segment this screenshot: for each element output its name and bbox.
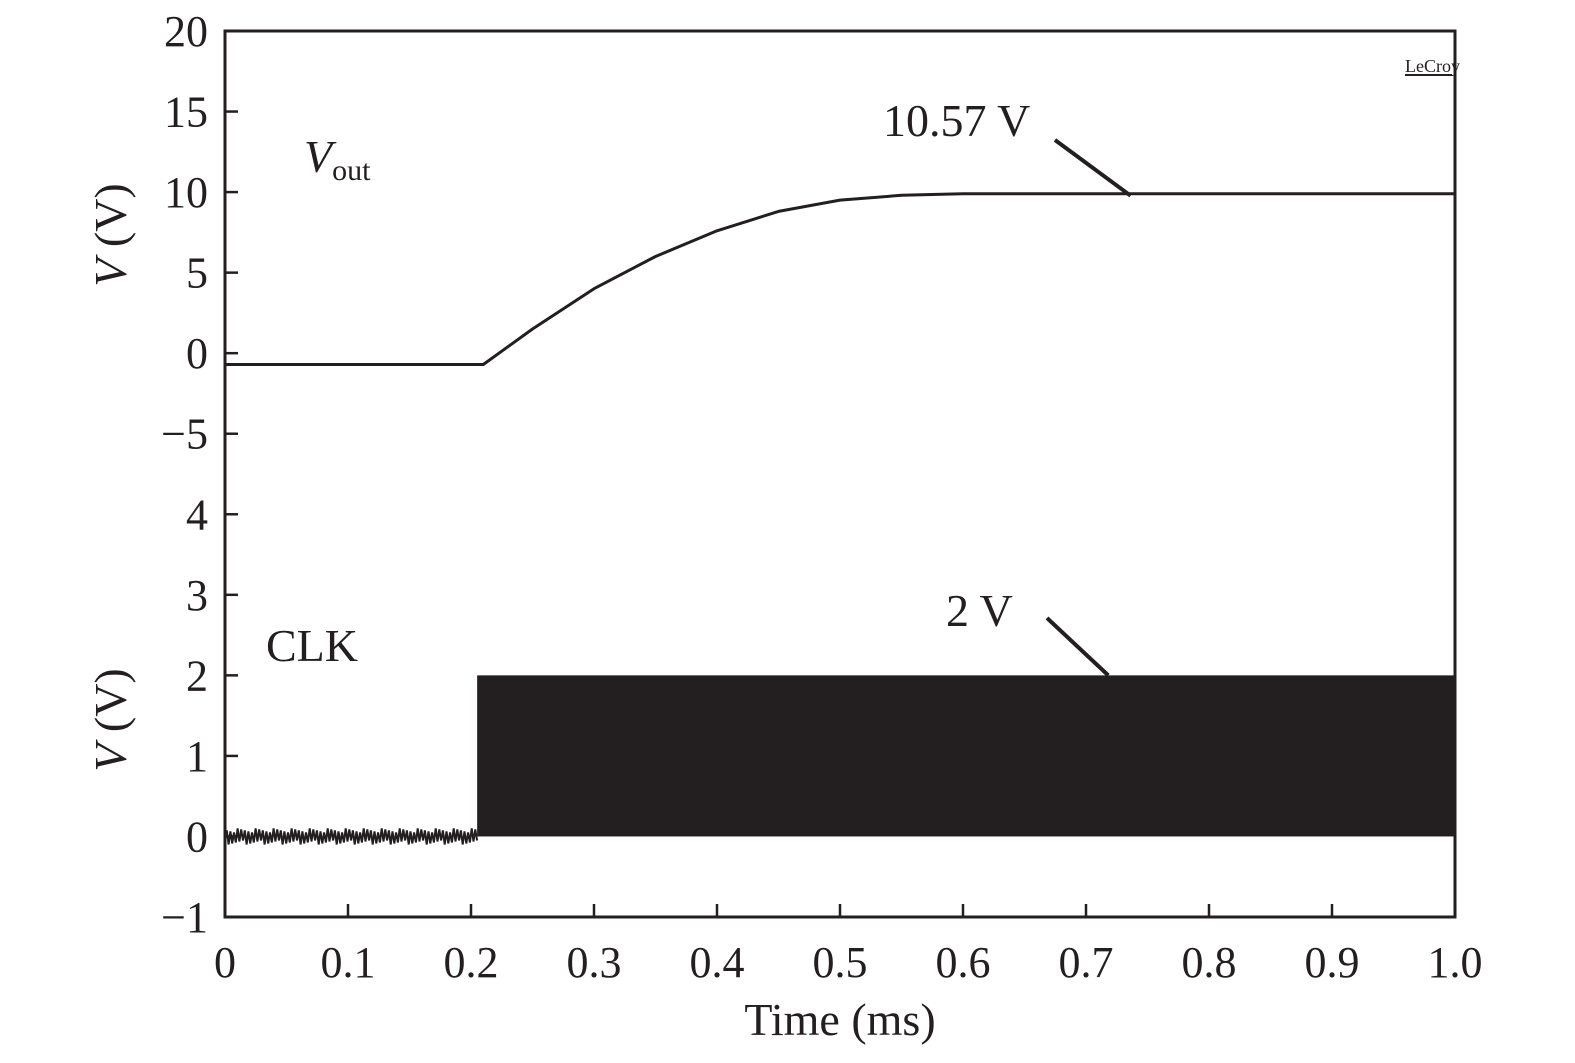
clk-noise-trace <box>224 828 479 845</box>
clk-series-label: CLK <box>266 620 358 671</box>
y-tick-label-vout: 0 <box>186 329 208 378</box>
vout-trace <box>225 192 1455 366</box>
x-tick-label: 0.4 <box>690 938 745 987</box>
lecroy-watermark: LeCroy <box>1405 56 1460 76</box>
clk-annotation-label: 2 V <box>946 585 1013 636</box>
y-tick-label-vout: 10 <box>164 168 208 217</box>
x-tick-label: 1.0 <box>1428 938 1483 987</box>
y-tick-label-clk: 3 <box>186 571 208 620</box>
x-axis-title: Time (ms) <box>744 994 935 1045</box>
clk-annotation-arrow <box>1045 616 1110 677</box>
x-tick-label: 0.9 <box>1305 938 1360 987</box>
clk-pulse-block <box>477 675 1455 837</box>
x-tick-label: 0.7 <box>1059 938 1114 987</box>
x-tick-label: 0.5 <box>813 938 868 987</box>
y-tick-label-vout: 15 <box>164 88 208 137</box>
y-tick-label-clk: 2 <box>186 651 208 700</box>
y-tick-label-vout: 5 <box>186 249 208 298</box>
vout-annotation-label: 10.57 V <box>883 95 1030 146</box>
y-tick-label-clk: 1 <box>186 732 208 781</box>
y-tick-label-vout: 20 <box>164 7 208 56</box>
y-tick-label-vout: −5 <box>161 410 208 459</box>
x-tick-label: 0 <box>214 938 236 987</box>
vout-annotation-arrow <box>1053 138 1132 198</box>
vout-series-label: Vout <box>304 131 371 187</box>
y-axis-title-clk: V (V) <box>85 668 136 771</box>
y-tick-label-clk: 0 <box>186 812 208 861</box>
y-axis-title-vout: V (V) <box>85 183 136 286</box>
x-tick-label: 0.2 <box>444 938 499 987</box>
x-tick-label: 0.3 <box>567 938 622 987</box>
x-tick-label: 0.1 <box>321 938 376 987</box>
x-tick-label: 0.8 <box>1182 938 1237 987</box>
y-tick-label-clk: 4 <box>186 490 208 539</box>
x-tick-label: 0.6 <box>936 938 991 987</box>
y-tick-label-clk: −1 <box>161 893 208 942</box>
chart-marks: 0 0.1 0.2 0.3 0.4 0.5 0.6 0.7 0.8 0.9 1.0−50510152… <box>161 7 1482 987</box>
